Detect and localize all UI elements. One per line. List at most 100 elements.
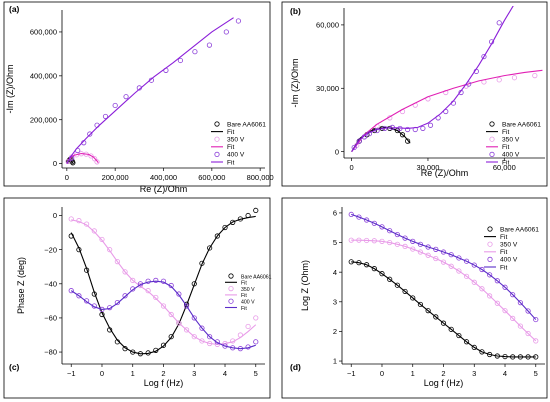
data-point xyxy=(361,134,367,140)
legend-entry: Fit xyxy=(500,234,507,241)
data-point xyxy=(433,246,439,252)
y-tick-label: 400,000 xyxy=(30,71,57,80)
data-point xyxy=(456,268,462,274)
data-point xyxy=(394,282,400,288)
data-point xyxy=(448,263,454,269)
data-point xyxy=(479,266,485,273)
legend-point-marker xyxy=(487,241,493,247)
legend-entry: 350 V xyxy=(241,287,255,293)
data-point xyxy=(230,219,236,225)
data-point xyxy=(70,160,76,166)
legend-entry: Bare AA6061 xyxy=(241,274,272,280)
data-point xyxy=(479,286,485,292)
data-point xyxy=(433,255,439,262)
legend-point-marker xyxy=(214,136,220,142)
data-point xyxy=(130,277,136,283)
legend-point-marker xyxy=(489,121,495,127)
data-point xyxy=(371,266,377,272)
data-point xyxy=(214,339,220,345)
panel-label: (a) xyxy=(9,4,20,14)
legend-entry: 350 V xyxy=(500,242,518,249)
data-point xyxy=(160,303,167,309)
data-point xyxy=(356,138,362,144)
data-point xyxy=(176,291,182,297)
legend-entry: Fit xyxy=(502,144,509,151)
legend-entry: Fit xyxy=(241,281,247,287)
legend-point-marker xyxy=(228,273,234,279)
legend-entry: Bare AA6061 xyxy=(500,226,539,233)
data-point xyxy=(245,323,251,330)
data-point xyxy=(91,228,97,234)
data-point xyxy=(463,273,470,279)
data-point xyxy=(471,262,477,268)
x-tick-label: 30,000 xyxy=(416,163,439,172)
legend-entry: Fit xyxy=(241,293,247,299)
y-axis-label: -Im (Z)/Ohm xyxy=(290,59,300,108)
y-tick-label: 0 xyxy=(53,211,57,220)
data-point xyxy=(160,342,167,348)
data-point xyxy=(222,224,228,231)
legend-point-marker xyxy=(228,298,234,304)
series-line-1 xyxy=(70,215,256,355)
data-point xyxy=(253,207,259,214)
data-point xyxy=(122,269,128,275)
y-tick-label: 600,000 xyxy=(30,28,57,37)
legend-entry: Bare AA6061 xyxy=(227,121,266,128)
legend-point-marker xyxy=(487,226,493,232)
data-point xyxy=(160,278,167,284)
series-line-5 xyxy=(66,17,234,164)
data-point xyxy=(68,288,74,294)
x-tick-label: 400,000 xyxy=(150,173,177,182)
data-point xyxy=(122,293,128,299)
panel-label: (d) xyxy=(290,362,301,372)
x-tick-label: 2 xyxy=(161,369,165,378)
data-point xyxy=(405,138,411,144)
data-point xyxy=(479,349,485,355)
data-point xyxy=(253,315,259,321)
x-tick-label: 60,000 xyxy=(493,163,516,172)
panel-border xyxy=(281,1,548,187)
data-point xyxy=(510,315,516,321)
data-point xyxy=(168,334,174,340)
data-point xyxy=(517,300,523,306)
x-tick-label: 2 xyxy=(441,369,445,378)
data-point xyxy=(511,75,518,81)
data-point xyxy=(525,308,531,314)
panel-label: (c) xyxy=(9,362,20,372)
x-axis-label: Re (Z)/Ohm xyxy=(140,184,188,194)
panel-b: (b) 0 30,000 60,000 0 30,000 60,000 Re (Z)/Ohm -… xyxy=(281,1,548,187)
x-tick-label: 800,000 xyxy=(247,173,274,182)
legend-entry: Fit xyxy=(502,159,509,166)
data-point xyxy=(371,220,377,226)
data-point xyxy=(427,122,434,128)
data-point xyxy=(99,236,105,243)
data-point xyxy=(192,49,198,55)
data-point xyxy=(351,144,357,151)
panel-border xyxy=(3,197,271,399)
series-line-5 xyxy=(351,6,514,152)
legend-entry: Fit xyxy=(241,306,247,312)
data-point xyxy=(456,332,462,339)
data-point xyxy=(379,224,385,230)
x-tick-label: 1 xyxy=(411,369,415,378)
data-point xyxy=(387,276,393,282)
data-point xyxy=(448,252,454,258)
data-point xyxy=(114,259,120,265)
data-point xyxy=(114,299,120,306)
data-point xyxy=(425,308,431,314)
data-point xyxy=(176,320,182,326)
legend-entry: 350 V xyxy=(502,137,520,144)
data-point xyxy=(87,131,93,137)
data-point xyxy=(207,334,213,340)
data-point xyxy=(177,57,184,64)
data-point xyxy=(394,231,400,238)
data-point xyxy=(206,42,213,48)
data-point xyxy=(425,252,431,258)
y-tick-label: 0 xyxy=(53,159,57,168)
data-point xyxy=(405,126,411,133)
legend-entry: Fit xyxy=(500,249,507,256)
data-point xyxy=(510,292,516,298)
data-point xyxy=(348,211,354,218)
x-axis-label: Log f (Hz) xyxy=(424,378,464,388)
